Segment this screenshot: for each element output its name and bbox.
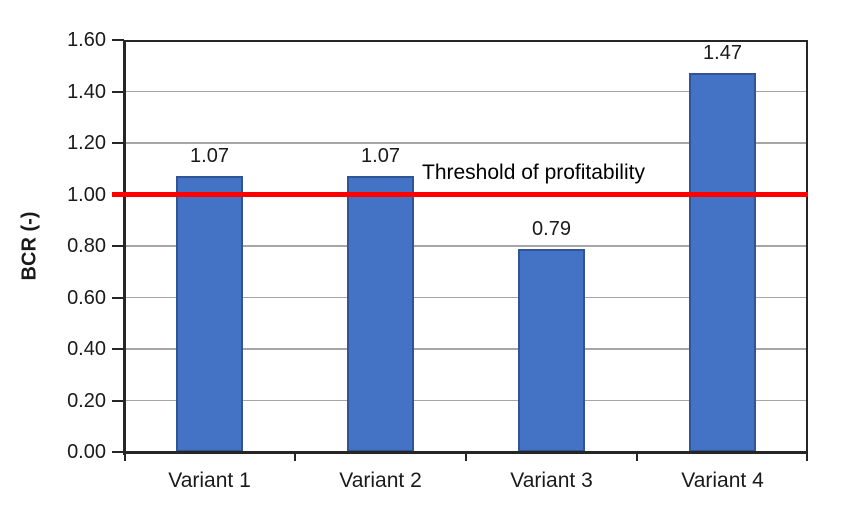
threshold-label: Threshold of profitability	[422, 161, 645, 184]
y-axis-title: BCR (-)	[18, 211, 41, 281]
y-tick-label: 0.80	[67, 235, 106, 257]
x-category-label: Variant 2	[339, 469, 422, 492]
plot-border-right	[806, 40, 808, 452]
plot-area: Threshold of profitability 0.00 0.20 0.40 0…	[67, 29, 808, 492]
x-axis-tick	[294, 452, 296, 461]
x-axis-tick	[806, 452, 808, 461]
x-axis-tick	[124, 452, 126, 461]
y-tick-label: 1.00	[67, 183, 106, 206]
x-axis-tick	[465, 452, 467, 461]
y-axis-tick	[112, 39, 124, 41]
bar-variant-2	[347, 176, 414, 452]
y-axis-tick	[112, 245, 124, 247]
bar-variant-4	[689, 73, 756, 452]
plot-border-top	[124, 40, 808, 42]
y-tick-label: 0.00	[67, 441, 106, 463]
y-axis-tick	[112, 296, 124, 299]
bar-value-label: 1.47	[703, 42, 742, 65]
y-axis-tick	[112, 348, 124, 350]
y-tick-label: 1.20	[67, 132, 106, 154]
bar-variant-1	[176, 176, 243, 452]
gridline	[124, 296, 808, 299]
gridline	[124, 348, 808, 350]
x-category-label: Variant 3	[510, 469, 593, 492]
y-axis-tick	[112, 142, 124, 144]
threshold-line	[112, 192, 808, 197]
bar-value-label: 0.79	[532, 217, 571, 240]
y-tick-label: 1.40	[67, 80, 106, 103]
x-axis-tick	[636, 452, 638, 461]
gridline	[124, 90, 808, 93]
bar-value-label: 1.07	[190, 145, 229, 168]
y-tick-label: 1.60	[67, 29, 106, 51]
y-axis-tick	[112, 451, 124, 453]
bar-variant-3	[518, 248, 585, 452]
y-tick-label: 0.20	[67, 389, 106, 412]
gridline	[124, 142, 808, 144]
y-axis-line	[123, 40, 126, 455]
gridline	[124, 399, 808, 402]
bar-value-label: 1.07	[361, 145, 400, 168]
x-category-label: Variant 1	[168, 469, 251, 492]
y-tick-label: 0.40	[67, 338, 106, 360]
x-category-label: Variant 4	[681, 469, 764, 492]
y-tick-label: 0.60	[67, 286, 106, 309]
y-axis-tick	[112, 90, 124, 93]
y-axis-tick	[112, 399, 124, 402]
gridline	[124, 245, 808, 247]
